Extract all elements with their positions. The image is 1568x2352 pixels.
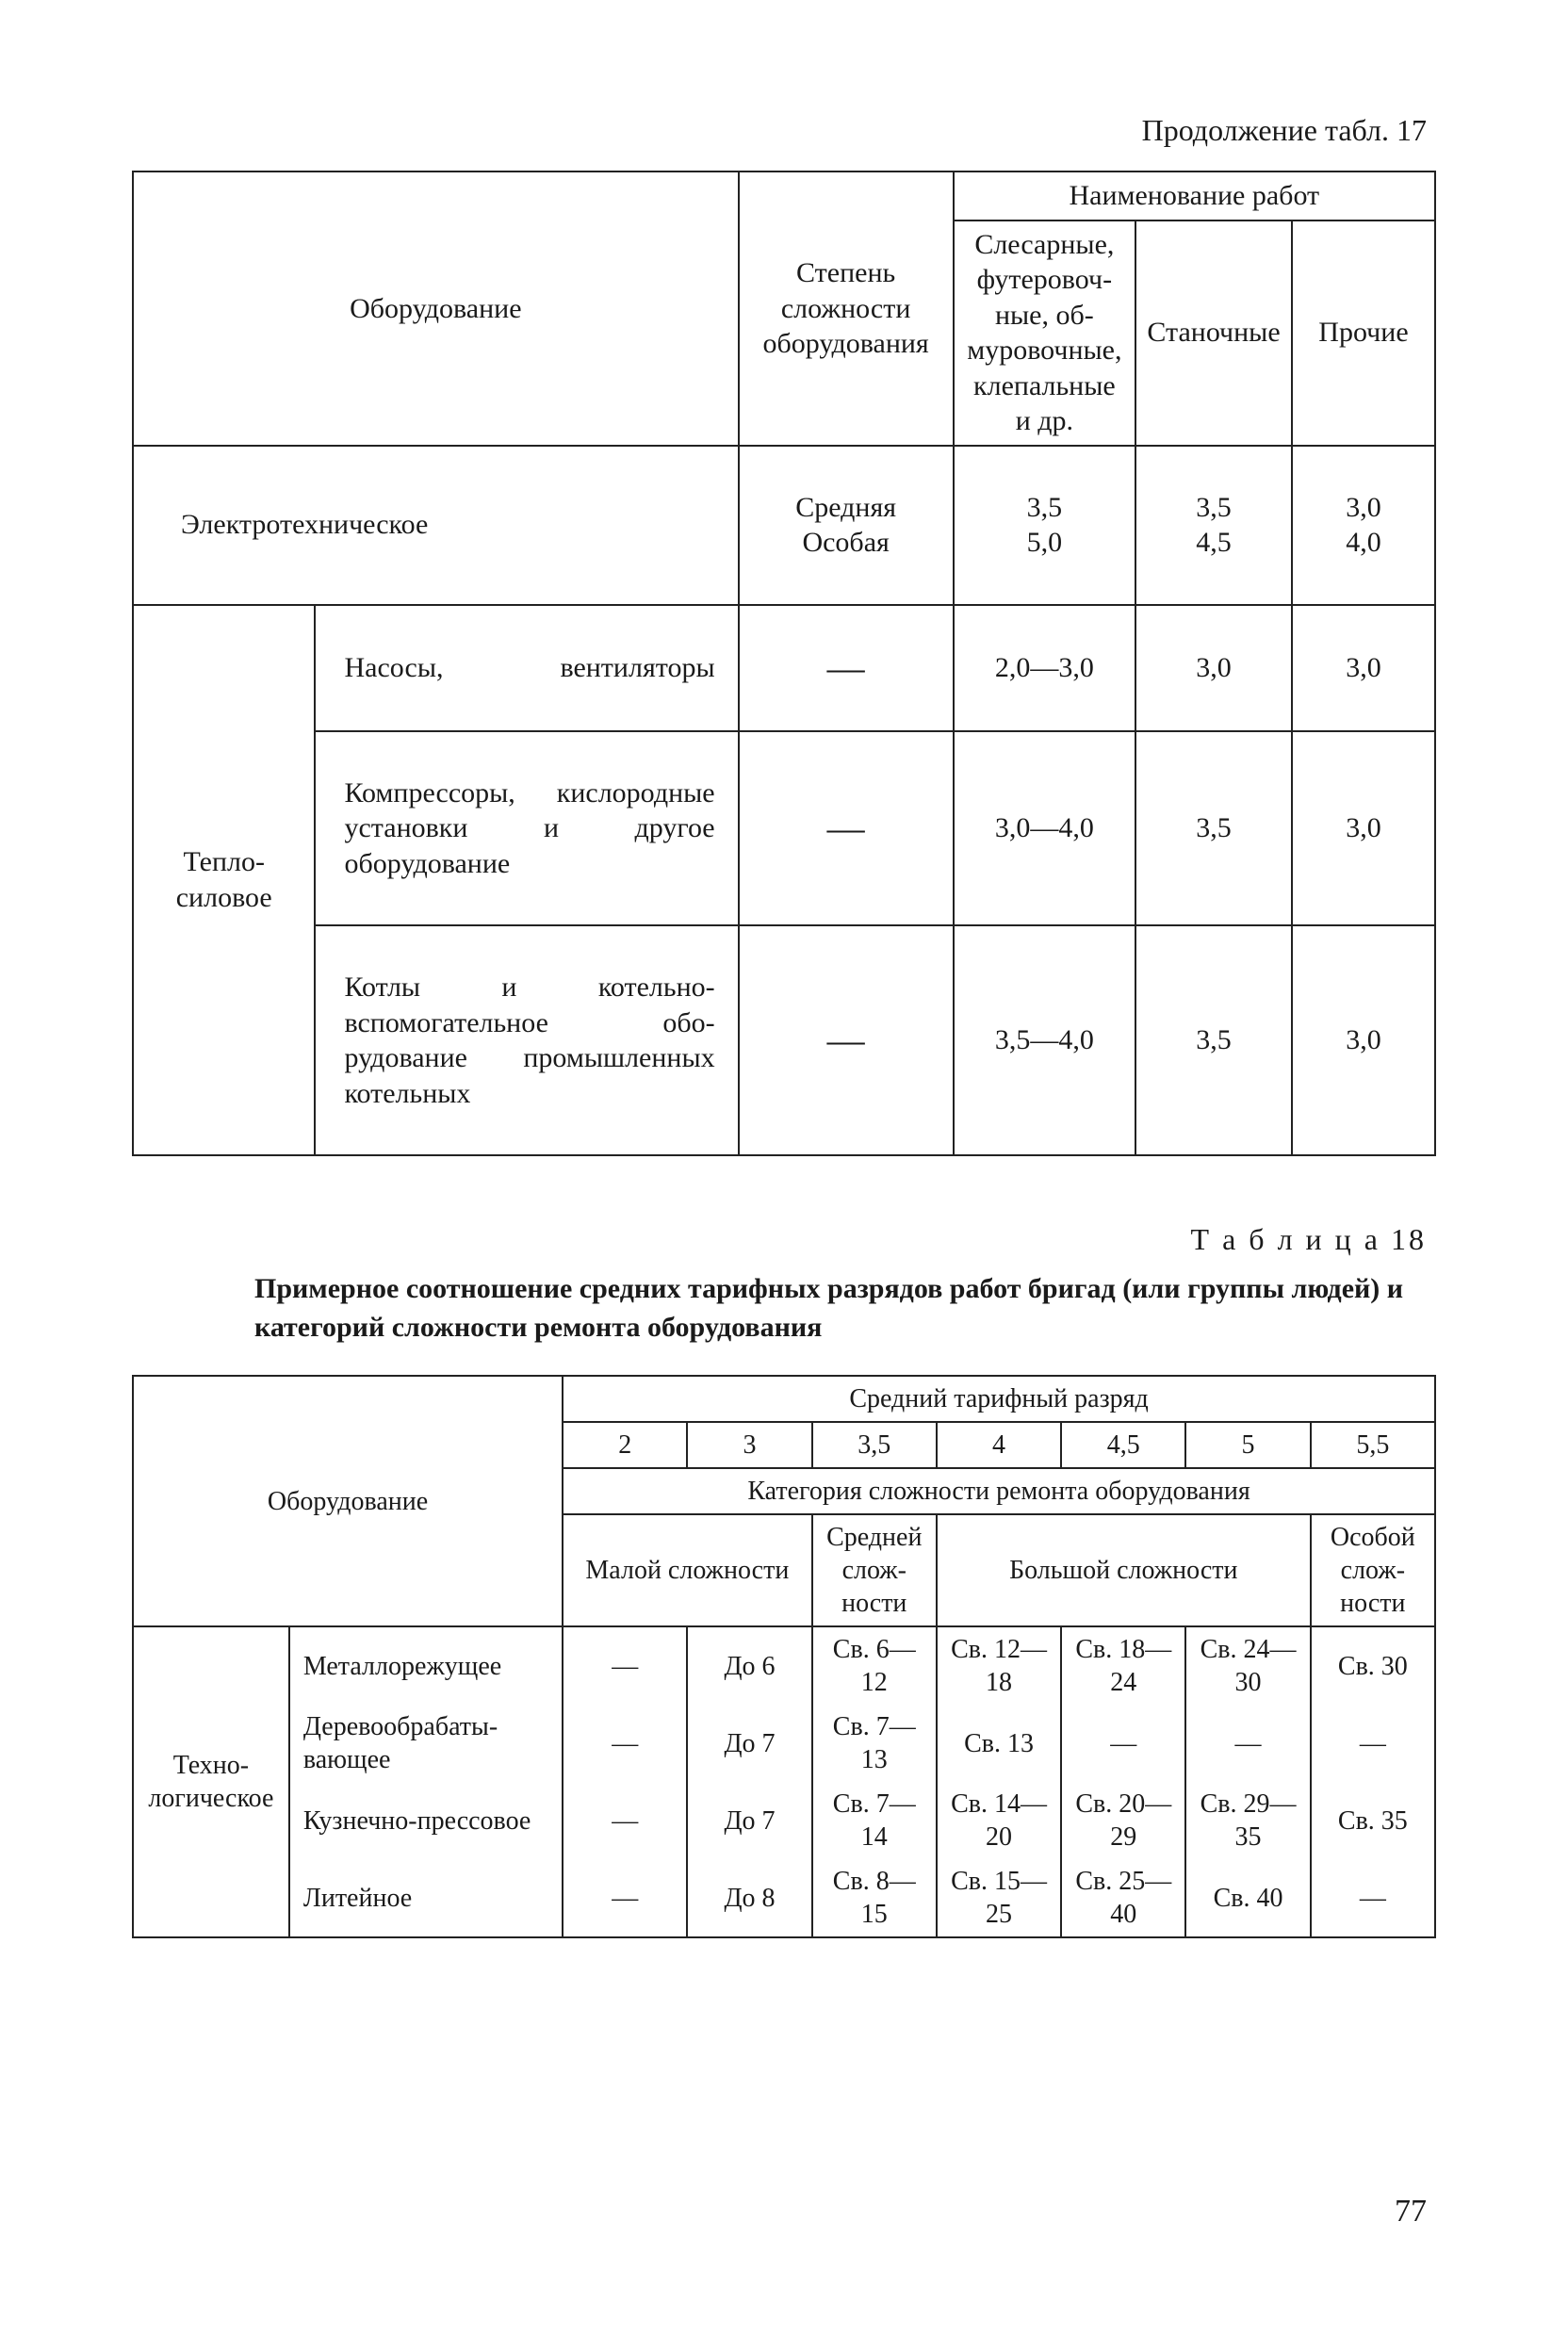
t17-cell: 3,0 xyxy=(1292,925,1435,1155)
t17-cell: 3,0 xyxy=(1292,605,1435,731)
t17-cell: 3,5 5,0 xyxy=(954,446,1135,605)
t17-cell: 3,5—4,0 xyxy=(954,925,1135,1155)
t18-cell: Св. 7—13 xyxy=(812,1705,937,1782)
t17-row-equip: Компрессоры, кис­лородные установки и др… xyxy=(315,731,738,926)
table-17: Оборудование Степень сложности обору­дов… xyxy=(132,171,1436,1156)
t17-cell: — xyxy=(739,925,954,1155)
t18-cat-low: Малой сложности xyxy=(563,1514,812,1626)
t18-cell: — xyxy=(1311,1859,1435,1937)
t18-grade: 3,5 xyxy=(812,1422,937,1468)
t17-hdr-col-b: Станоч­ные xyxy=(1135,220,1292,446)
t18-cell: До 8 xyxy=(687,1859,811,1937)
t18-cell: Св. 6—12 xyxy=(812,1626,937,1705)
t18-cat-special: Осо­бой слож­ности xyxy=(1311,1514,1435,1626)
t17-side-teplosilovoe: Тепло­силовое xyxy=(133,605,315,1156)
t17-cell: 3,5 4,5 xyxy=(1135,446,1292,605)
t17-hdr-equipment: Оборудование xyxy=(133,172,739,446)
t18-cell: Св. 18—24 xyxy=(1061,1626,1185,1705)
t18-cell: Св. 13 xyxy=(937,1705,1061,1782)
t18-cell: Св. 7—14 xyxy=(812,1782,937,1859)
t18-cell: Св. 40 xyxy=(1185,1859,1310,1937)
t17-cell: 2,0—3,0 xyxy=(954,605,1135,731)
t18-cell: Св. 8—15 xyxy=(812,1859,937,1937)
t17-row-electro: Электротехническое xyxy=(133,446,739,605)
t17-row-equip: Котлы и котельно-вспомогательное обо­руд… xyxy=(315,925,738,1155)
t18-grade: 4,5 xyxy=(1061,1422,1185,1468)
t18-cell: — xyxy=(563,1705,687,1782)
t17-hdr-col-c: Прочие xyxy=(1292,220,1435,446)
t18-grade: 5,5 xyxy=(1311,1422,1435,1468)
t18-cell: — xyxy=(563,1782,687,1859)
t18-cell: Св. 29—35 xyxy=(1185,1782,1310,1859)
t18-cell: Св. 14—20 xyxy=(937,1782,1061,1859)
t17-cell: — xyxy=(739,605,954,731)
t17-cell: — xyxy=(739,731,954,926)
t18-cell: Св. 30 xyxy=(1311,1626,1435,1705)
t18-cell: — xyxy=(1061,1705,1185,1782)
t18-row-equip: Кузнечно-прессо­вое xyxy=(289,1782,563,1859)
t17-row-equip: Насосы, вентиля­торы xyxy=(315,605,738,731)
t18-grade: 4 xyxy=(937,1422,1061,1468)
t18-cell: Св. 24—30 xyxy=(1185,1626,1310,1705)
t18-side: Техно­логиче­ское xyxy=(133,1626,289,1937)
t18-cell: Св. 15—25 xyxy=(937,1859,1061,1937)
t18-row-equip: Литейное xyxy=(289,1859,563,1937)
t17-hdr-complexity: Степень сложности обору­дования xyxy=(739,172,954,446)
t18-cat-high: Большой сложности xyxy=(937,1514,1311,1626)
page-number: 77 xyxy=(1395,2194,1427,2230)
t17-cell: 3,0 xyxy=(1135,605,1292,731)
t18-cat-med: Сред­ней слож­ности xyxy=(812,1514,937,1626)
t18-cell: До 7 xyxy=(687,1705,811,1782)
t18-cell: До 6 xyxy=(687,1626,811,1705)
t18-cell: Св. 25—40 xyxy=(1061,1859,1185,1937)
t18-row-equip: Деревообрабаты­вающее xyxy=(289,1705,563,1782)
table17-continuation: Продолжение табл. 17 xyxy=(132,113,1436,148)
t17-hdr-col-a: Слесар­ные, фу­теровоч­ные, об­муровоч­н… xyxy=(954,220,1135,446)
table18-caption: Примерное соотношение средних тарифных р… xyxy=(132,1270,1436,1347)
t18-cell: До 7 xyxy=(687,1782,811,1859)
t18-hdr-top: Средний тарифный разряд xyxy=(563,1376,1435,1422)
t18-cell: — xyxy=(563,1859,687,1937)
t18-hdr-mid: Категория сложности ремонта оборудования xyxy=(563,1468,1435,1514)
t17-cell: 3,0—4,0 xyxy=(954,731,1135,926)
t17-row-electro-complexity: Средняя Особая xyxy=(739,446,954,605)
t18-cell: — xyxy=(1311,1705,1435,1782)
t17-cell: 3,5 xyxy=(1135,731,1292,926)
t18-hdr-equipment: Оборудование xyxy=(133,1376,563,1626)
t18-cell: Св. 35 xyxy=(1311,1782,1435,1859)
table-18: Оборудование Средний тарифный разряд 2 3… xyxy=(132,1375,1436,1938)
t18-cell: Св. 20—29 xyxy=(1061,1782,1185,1859)
t18-cell: Св. 12—18 xyxy=(937,1626,1061,1705)
t18-grade: 5 xyxy=(1185,1422,1310,1468)
t17-cell: 3,5 xyxy=(1135,925,1292,1155)
t18-cell: — xyxy=(563,1626,687,1705)
t18-grade: 3 xyxy=(687,1422,811,1468)
t18-grade: 2 xyxy=(563,1422,687,1468)
t17-hdr-works: Наименование работ xyxy=(954,172,1435,220)
t17-cell: 3,0 4,0 xyxy=(1292,446,1435,605)
t18-cell: — xyxy=(1185,1705,1310,1782)
page-container: Продолжение табл. 17 Оборудование Степен… xyxy=(0,0,1568,2352)
table18-label: Т а б л и ц а 18 xyxy=(132,1222,1436,1257)
t18-row-equip: Металлорежущее xyxy=(289,1626,563,1705)
t17-cell: 3,0 xyxy=(1292,731,1435,926)
